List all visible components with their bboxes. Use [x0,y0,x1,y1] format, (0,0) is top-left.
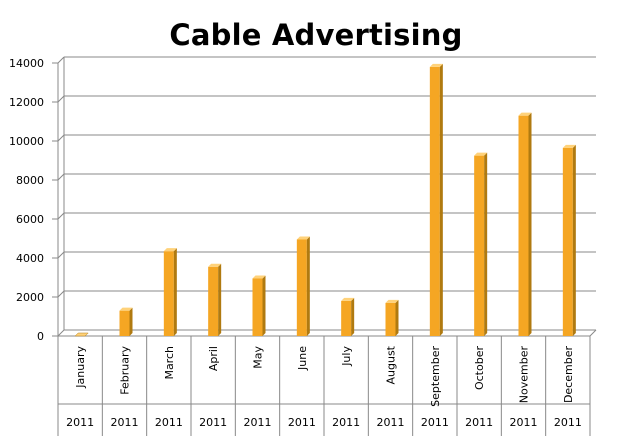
bar-front [208,266,219,336]
x-group-label: 2011 [421,416,449,429]
floor-right-edge [589,329,597,337]
gridline-depth [57,290,65,298]
bar-side [528,112,532,337]
bars [74,63,576,337]
x-category-label: October [473,346,486,390]
bar-side [395,299,399,336]
axis-labels: 0 2000 4000 6000 8000 10000 12000 14000 January 2… [9,57,582,429]
x-category-label: May [252,346,265,369]
x-category-label: July [340,346,353,367]
bar-front [296,239,307,336]
x-category-label: January [74,346,87,389]
bar-top [341,297,355,301]
gridline-depth [57,251,65,259]
x-group-label: 2011 [199,416,227,429]
y-tick-label: 2000 [16,291,44,304]
x-category-label: August [385,345,398,384]
bar-front [562,147,573,336]
bar-february [119,307,133,336]
bar-top [385,299,399,303]
y-tick-label: 14000 [9,57,44,70]
bar-top [163,248,177,252]
bar-august [385,299,399,336]
grid-lines [57,56,596,337]
y-tick-label: 12000 [9,96,44,109]
bar-november [518,112,532,337]
x-category-label: April [207,346,220,371]
x-group-label: 2011 [288,416,316,429]
bar-top [296,236,310,240]
x-group-label: 2011 [244,416,272,429]
x-category-label: November [518,346,531,404]
x-group-label: 2011 [554,416,582,429]
bar-july [341,297,355,336]
bar-side [218,263,222,336]
bar-top [518,112,532,116]
bar-front [518,115,529,337]
gridline-depth [57,329,65,337]
bar-front [429,66,440,337]
bar-side [351,297,355,336]
bar-december [562,144,576,336]
y-tick-label: 6000 [16,213,44,226]
x-group-label: 2011 [111,416,139,429]
chart-title: Cable Advertising [169,18,463,52]
bar-side [262,275,266,336]
x-category-label: September [429,346,442,407]
x-category-label: June [296,346,309,371]
x-category-label: December [562,346,575,404]
y-tick-label: 10000 [9,135,44,148]
bar-top [562,144,576,148]
bar-january [74,332,89,337]
gridline-depth [57,173,65,181]
x-category-label: March [163,346,176,380]
gridline-depth [57,212,65,220]
bar-top [474,152,488,156]
bar-october [474,152,488,336]
y-tick-label: 4000 [16,252,44,265]
x-group-label: 2011 [332,416,360,429]
bar-front [341,300,352,336]
bar-top [119,307,133,311]
bar-side [484,152,488,336]
bar-front [385,302,396,336]
x-group-label: 2011 [465,416,493,429]
bar-top [429,63,443,67]
bar-side [439,63,443,337]
x-group-label: 2011 [377,416,405,429]
bar-side [306,236,310,336]
bar-side [572,144,576,336]
gridline-depth [57,95,65,103]
y-tick-label: 8000 [16,174,44,187]
y-tick-label: 0 [37,330,44,343]
bar-top [208,263,222,267]
bar-top [74,332,89,337]
gridline-depth [57,134,65,142]
bar-side [129,307,133,336]
bar-may [252,275,266,336]
x-group-label: 2011 [155,416,183,429]
bar-april [208,263,222,336]
axes [52,57,597,436]
bar-june [296,236,310,336]
bar-front [252,278,263,336]
bar-front [474,155,485,336]
x-group-label: 2011 [66,416,94,429]
bar-front [163,251,174,336]
bar-march [163,248,177,336]
bar-september [429,63,443,337]
bar-top [252,275,266,279]
bar-side [173,248,177,336]
x-group-label: 2011 [510,416,538,429]
gridline-depth [57,56,65,64]
x-category-label: February [119,346,132,395]
bar-front [119,310,130,336]
